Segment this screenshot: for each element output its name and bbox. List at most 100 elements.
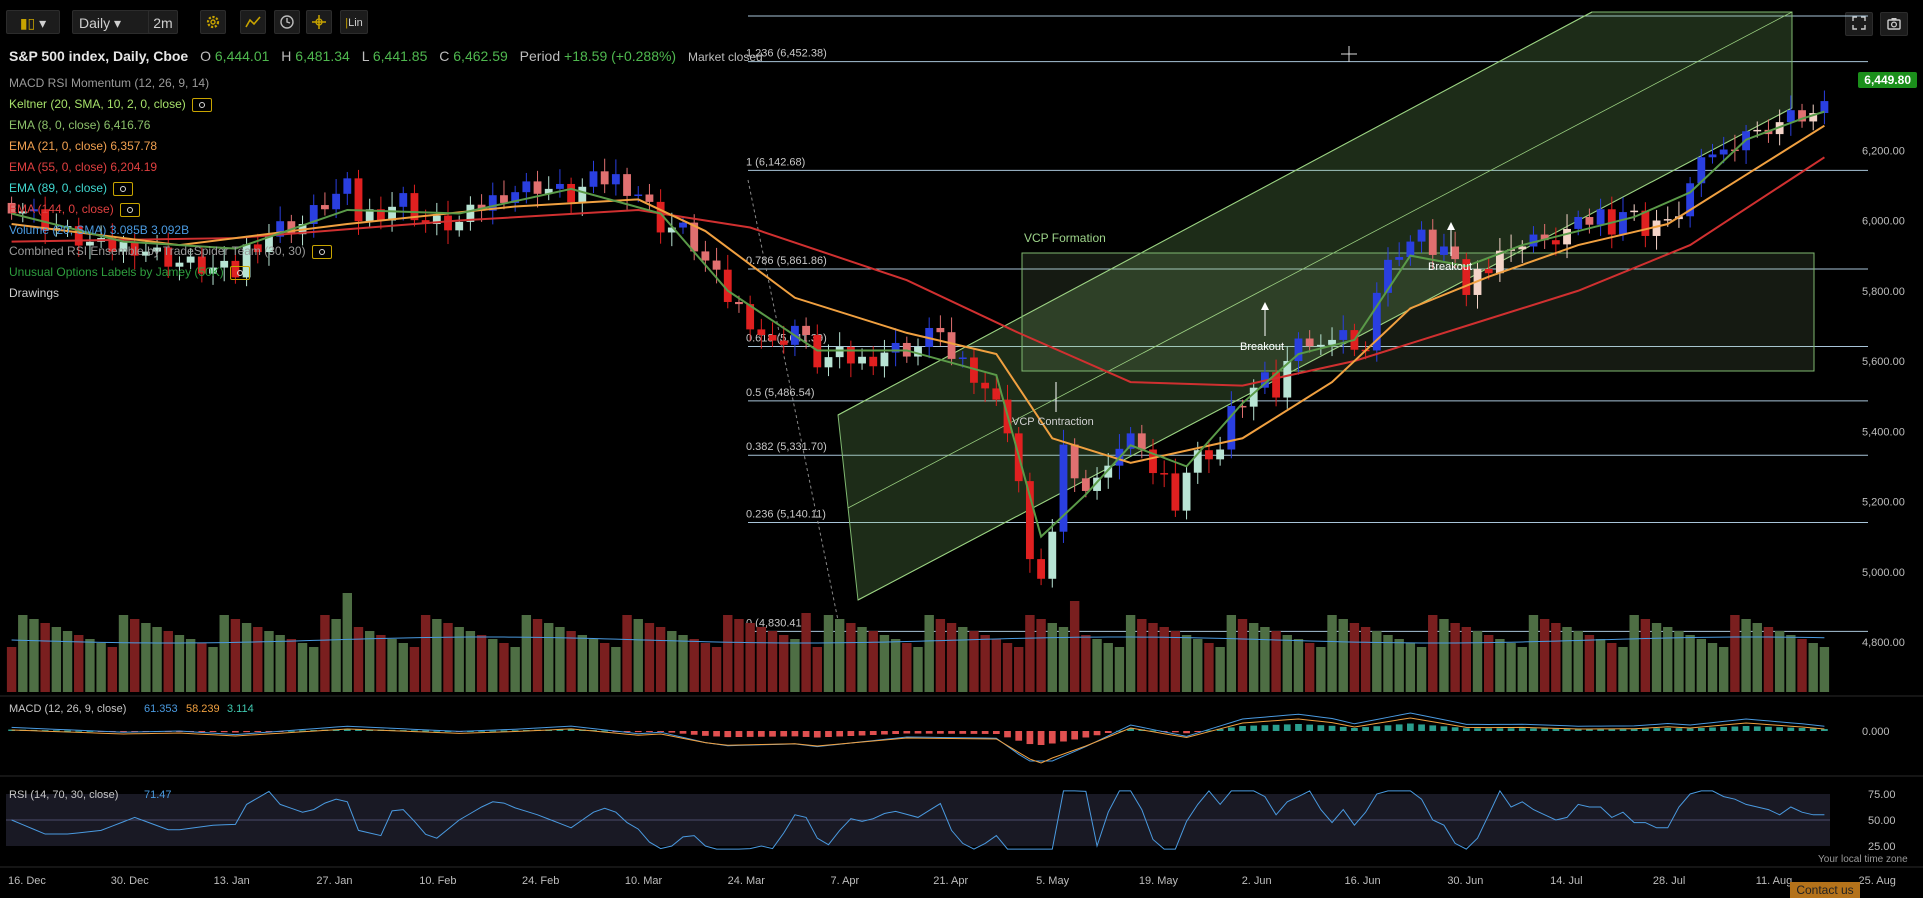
scale-button[interactable]: |Lin <box>340 10 368 34</box>
macd-hist-bar <box>1351 728 1358 731</box>
legend-item[interactable]: EMA (144, 0, close) <box>9 202 140 217</box>
axes-layer: 6,400.006,200.006,000.005,800.005,600.00… <box>0 75 1923 887</box>
candle-body <box>936 327 945 333</box>
macd-hist-bar <box>1272 724 1280 731</box>
volume-bar <box>208 647 218 692</box>
volume-bar <box>1786 635 1796 692</box>
candle-body <box>970 357 978 383</box>
macd-hist-bar <box>623 731 631 732</box>
y-axis-tick-label: 6,000.00 <box>1862 216 1905 228</box>
volume-bar <box>1685 635 1695 692</box>
macd-hist-bar <box>903 731 911 734</box>
volume-bar <box>823 615 834 692</box>
macd-hist-bar <box>601 730 609 732</box>
macd-hist-bar <box>668 731 676 733</box>
candle-body <box>1484 268 1493 274</box>
volume-bar <box>219 615 229 692</box>
crosshair-button[interactable] <box>306 10 332 34</box>
interval-select[interactable]: Daily ▾ <box>72 10 154 34</box>
contact-us-button[interactable]: Contact us <box>1790 882 1860 898</box>
volume-bar <box>1651 623 1662 692</box>
volume-bar <box>1763 627 1774 692</box>
legend-item[interactable]: Combined RSI Ensemble by TradeSpider Tea… <box>9 244 332 259</box>
candle-body <box>723 269 732 302</box>
x-axis-tick-label: 24. Feb <box>522 875 559 887</box>
annotation-vcp-formation: VCP Formation <box>1024 231 1106 245</box>
macd-hist-bar <box>1809 728 1817 731</box>
macd-hist-bar <box>444 730 452 732</box>
macd-hist-bar <box>1116 730 1123 732</box>
legend-item[interactable]: MACD RSI Momentum (12, 26, 9, 14) <box>9 76 209 90</box>
volume-bar <box>1663 627 1673 692</box>
screenshot-button[interactable] <box>1880 12 1908 36</box>
volume-bar <box>599 643 610 692</box>
volume-bar <box>1584 635 1595 692</box>
volume-bar <box>1607 643 1617 692</box>
candle-body <box>86 241 94 246</box>
volume-bar <box>1204 643 1214 692</box>
volume-bar <box>1428 615 1438 692</box>
candle-body <box>432 215 441 225</box>
candle-body <box>1171 473 1180 511</box>
eye-icon[interactable] <box>229 265 250 280</box>
indicators-button[interactable] <box>240 10 266 34</box>
macd-hist-bar <box>1317 725 1325 731</box>
channel-upper-line <box>837 11 1593 416</box>
legend-item[interactable]: Volume (20, SMA) 3.085B 3.092B <box>9 223 189 237</box>
macd-hist-bar <box>1474 728 1481 731</box>
range-button[interactable]: 2m <box>148 10 178 34</box>
volume-bar <box>868 631 878 692</box>
candle-body <box>500 195 508 203</box>
macd-hist-bar <box>813 731 821 738</box>
macd-hist-bar <box>802 731 810 737</box>
volume-bar <box>275 635 285 692</box>
macd-hist-bar <box>1451 727 1459 731</box>
chart-type-button[interactable]: ▮▯ ▾ <box>6 10 60 34</box>
volume-bar <box>297 643 308 692</box>
candle-body <box>1395 257 1404 260</box>
volume-bar <box>1092 639 1102 692</box>
legend-item[interactable]: EMA (55, 0, close) 6,204.19 <box>9 160 157 174</box>
volume-bar <box>532 619 543 692</box>
vcp-box <box>1021 252 1815 372</box>
legend-item[interactable]: EMA (89, 0, close) <box>9 181 134 196</box>
candle-body <box>231 260 240 278</box>
macd-hist-bar <box>254 731 262 732</box>
macd-hist-bar <box>1485 728 1493 731</box>
settings-button[interactable] <box>200 10 226 34</box>
eye-icon[interactable] <box>191 97 212 112</box>
volume-bar <box>1316 647 1326 692</box>
x-axis-tick-label: 27. Jan <box>316 875 352 887</box>
candle-body <box>1809 113 1818 122</box>
y-axis-tick-label: 5,200.00 <box>1862 497 1905 509</box>
legend-item[interactable]: EMA (21, 0, close) 6,357.78 <box>9 139 157 153</box>
legend-item[interactable]: Unusual Options Labels by Jamey (50K) <box>9 265 250 280</box>
candle-body <box>1339 330 1348 340</box>
rsi-panel: RSI (14, 70, 30, close) 71.47 75.00 50.00 25… <box>0 775 1923 853</box>
volume-bar <box>577 635 587 692</box>
legend-item[interactable]: EMA (8, 0, close) 6,416.76 <box>9 118 150 132</box>
volume-bar <box>1327 615 1337 692</box>
macd-hist-bar <box>1720 727 1728 731</box>
legend-item[interactable]: Keltner (20, SMA, 10, 2, 0, close) <box>9 97 212 112</box>
eye-icon[interactable] <box>119 202 140 217</box>
volume-bar <box>432 619 442 692</box>
volume-bar <box>1640 619 1651 692</box>
legend-item[interactable]: Drawings <box>9 286 59 300</box>
candle-body <box>1563 228 1571 245</box>
volume-bar <box>767 631 778 692</box>
volume-bar <box>890 639 901 692</box>
eye-icon[interactable] <box>311 244 332 259</box>
time-button[interactable] <box>274 10 300 34</box>
candle-body <box>555 183 564 189</box>
fib-level-label: 0.236 (5,140.11) <box>746 509 826 521</box>
macd-hist-bar <box>757 731 765 737</box>
volume-bar <box>499 643 509 692</box>
eye-icon[interactable] <box>113 181 134 196</box>
macd-hist-bar <box>478 730 485 732</box>
volume-bar <box>1416 647 1427 692</box>
candle-body <box>634 194 643 197</box>
volume-bar <box>309 647 319 692</box>
candle-body <box>1518 246 1527 250</box>
